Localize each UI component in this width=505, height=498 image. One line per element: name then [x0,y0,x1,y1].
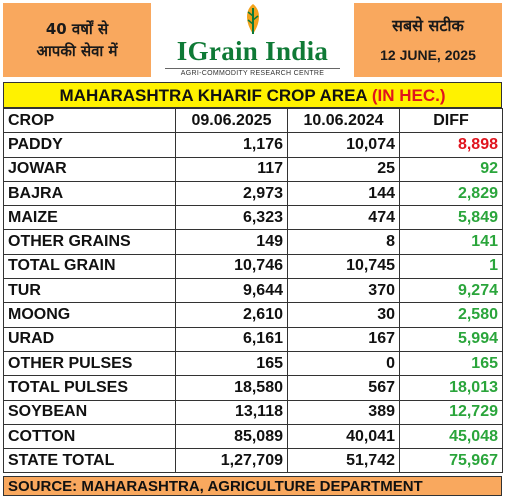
crop-name: STATE TOTAL [3,448,176,474]
crop-name: SOYBEAN [3,399,176,425]
value-2025: 117 [175,156,288,182]
value-2025: 2,610 [175,302,288,328]
title-unit: (IN HEC.) [371,86,446,105]
value-2024: 567 [287,375,400,401]
value-diff: 5,994 [399,326,503,352]
slogan-line-1: 40 वर्षों से [45,20,109,38]
table-row: TUR 9,644 370 9,274 [3,278,503,304]
value-diff: 1 [399,253,503,280]
value-diff: 9,274 [399,278,503,304]
table-title: MAHARASHTRA KHARIF CROP AREA (IN HEC.) [3,82,502,108]
report-date: 12 JUNE, 2025 [380,47,476,63]
value-2025: 9,644 [175,278,288,304]
crop-name: TUR [3,278,176,304]
table-row: TOTAL PULSES 18,580 567 18,013 [3,375,503,401]
header: 40 वर्षों से आपकी सेवा में IGrain India … [0,0,505,80]
value-diff: 92 [399,156,503,182]
source-note: SOURCE: MAHARASHTRA, AGRICULTURE DEPARTM… [3,476,502,496]
table-row: TOTAL GRAIN 10,746 10,745 1 [3,253,503,280]
value-2025: 85,089 [175,423,288,450]
crop-area-table: CROP 09.06.2025 10.06.2024 DIFF PADDY 1,1… [3,107,503,474]
value-2024: 0 [287,350,400,377]
table-row: OTHER GRAINS 149 8 141 [3,229,503,255]
header-2025: 09.06.2025 [175,107,288,134]
value-2024: 389 [287,399,400,425]
value-diff: 8,898 [399,132,503,158]
header-diff: DIFF [399,107,503,134]
slogan-line-2: आपकी सेवा में [36,42,118,60]
crop-name: MOONG [3,302,176,328]
crop-name: PADDY [3,132,176,158]
value-2024: 8 [287,229,400,255]
value-2024: 40,041 [287,423,400,450]
value-2024: 167 [287,326,400,352]
value-diff: 2,829 [399,180,503,207]
header-2024: 10.06.2024 [287,107,400,134]
value-2024: 10,074 [287,132,400,158]
table-row: MAIZE 6,323 474 5,849 [3,205,503,231]
value-diff: 5,849 [399,205,503,231]
header-crop: CROP [3,107,176,134]
value-2025: 165 [175,350,288,377]
wheat-leaf-icon [247,4,259,34]
value-2025: 1,27,709 [175,448,288,474]
table-row: PADDY 1,176 10,074 8,898 [3,132,503,158]
brand-name: IGrain India [176,36,329,66]
crop-name: OTHER GRAINS [3,229,176,255]
table-row: URAD 6,161 167 5,994 [3,326,503,352]
accuracy-label: सबसे सटीक [392,16,464,35]
value-2024: 10,745 [287,253,400,280]
value-diff: 2,580 [399,302,503,328]
header-slogan-box: 40 वर्षों से आपकी सेवा में [3,3,151,77]
table-row: COTTON 85,089 40,041 45,048 [3,423,503,450]
value-2025: 149 [175,229,288,255]
crop-name: TOTAL GRAIN [3,253,176,280]
value-2025: 6,323 [175,205,288,231]
table-row: JOWAR 117 25 92 [3,156,503,182]
value-2025: 13,118 [175,399,288,425]
table-row: MOONG 2,610 30 2,580 [3,302,503,328]
value-diff: 75,967 [399,448,503,474]
value-2024: 30 [287,302,400,328]
table-row: SOYBEAN 13,118 389 12,729 [3,399,503,425]
value-diff: 165 [399,350,503,377]
crop-name: MAIZE [3,205,176,231]
value-2025: 2,973 [175,180,288,207]
crop-name: URAD [3,326,176,352]
crop-name: TOTAL PULSES [3,375,176,401]
value-2024: 474 [287,205,400,231]
value-2025: 6,161 [175,326,288,352]
value-2024: 144 [287,180,400,207]
crop-name: JOWAR [3,156,176,182]
header-date-box: सबसे सटीक 12 JUNE, 2025 [354,3,502,77]
crop-name: BAJRA [3,180,176,207]
brand-logo: IGrain India AGRI-COMMODITY RESEARCH CEN… [155,0,350,80]
crop-name: COTTON [3,423,176,450]
value-diff: 18,013 [399,375,503,401]
value-diff: 12,729 [399,399,503,425]
brand-tagline: AGRI-COMMODITY RESEARCH CENTRE [165,68,340,77]
value-diff: 141 [399,229,503,255]
value-2024: 370 [287,278,400,304]
value-2025: 18,580 [175,375,288,401]
table-header-row: CROP 09.06.2025 10.06.2024 DIFF [3,107,503,134]
value-2024: 51,742 [287,448,400,474]
value-diff: 45,048 [399,423,503,450]
value-2025: 10,746 [175,253,288,280]
table-row: BAJRA 2,973 144 2,829 [3,180,503,207]
crop-name: OTHER PULSES [3,350,176,377]
table-row: STATE TOTAL 1,27,709 51,742 75,967 [3,448,503,474]
title-main: MAHARASHTRA KHARIF CROP AREA [59,86,368,105]
table-row: OTHER PULSES 165 0 165 [3,350,503,377]
value-2024: 25 [287,156,400,182]
value-2025: 1,176 [175,132,288,158]
